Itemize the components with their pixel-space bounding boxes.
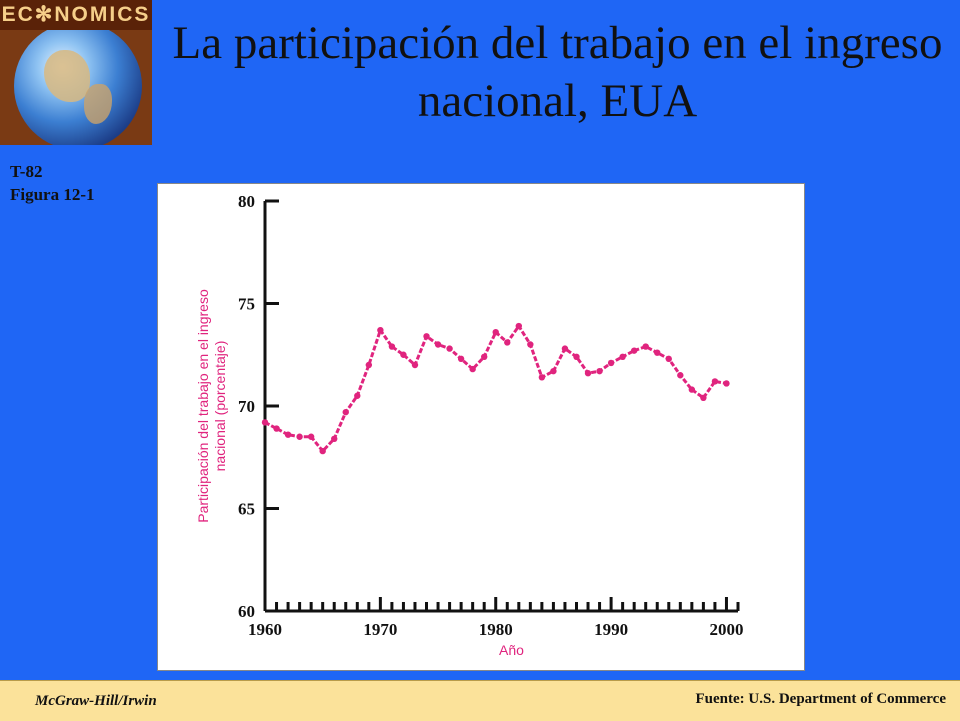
data-point — [469, 365, 476, 373]
chart-panel: 60 65 70 75 80 1960 1970 1980 1990 2000 Año Partici… — [157, 183, 805, 671]
x-axis-label: Año — [499, 642, 524, 658]
source-label: Fuente: U.S. Department of Commerce — [695, 691, 946, 707]
x-tick-label: 1960 — [248, 620, 282, 639]
data-point — [630, 347, 638, 354]
globe-landmass — [84, 84, 112, 124]
data-point — [642, 343, 649, 350]
data-point — [711, 378, 719, 385]
data-point — [400, 351, 407, 358]
data-point — [331, 435, 338, 442]
data-point — [677, 372, 684, 379]
data-point — [377, 326, 384, 334]
data-point — [492, 329, 499, 336]
x-tick-label: 2000 — [709, 620, 743, 639]
data-point — [446, 345, 453, 352]
publisher-label: McGraw-Hill/Irwin — [35, 693, 157, 709]
slide-title: La participación del trabajo en el ingre… — [172, 17, 943, 127]
x-tick-label: 1990 — [594, 620, 628, 639]
data-point — [342, 408, 349, 416]
data-point — [688, 386, 696, 393]
data-point — [480, 353, 488, 360]
data-point — [550, 367, 557, 375]
data-point — [365, 361, 373, 369]
data-point — [561, 345, 569, 352]
data-point — [619, 353, 626, 360]
data-point — [296, 433, 303, 440]
x-tick-label: 1980 — [479, 620, 513, 639]
data-point — [423, 333, 430, 340]
data-point — [527, 341, 534, 348]
data-point — [307, 433, 315, 440]
data-point — [457, 355, 465, 363]
data-point — [584, 370, 592, 377]
y-axis-label: Participación del trabajo en el ingreson… — [195, 289, 228, 523]
data-point — [273, 425, 280, 432]
data-point — [354, 392, 361, 399]
x-tick-label: 1970 — [363, 620, 397, 639]
footer-bar: McGraw-Hill/Irwin Fuente: U.S. Departmen… — [0, 680, 960, 721]
data-point — [515, 322, 523, 330]
y-tick-label: 60 — [238, 602, 255, 621]
y-tick-label: 70 — [238, 397, 255, 416]
line-chart: 60 65 70 75 80 1960 1970 1980 1990 2000 Año Partici… — [195, 192, 743, 658]
data-point — [538, 374, 546, 381]
figure-label: T-82 Figura 12-1 — [10, 160, 95, 206]
data-point — [573, 353, 580, 360]
data-point — [261, 419, 269, 426]
data-point — [723, 380, 730, 387]
data-point — [665, 355, 672, 363]
data-point — [434, 341, 442, 348]
data-point — [319, 447, 326, 455]
data-point — [411, 361, 419, 369]
y-tick-label: 80 — [238, 192, 255, 211]
data-point — [596, 367, 603, 375]
figure-number: Figura 12-1 — [10, 185, 95, 204]
y-tick-label: 75 — [238, 295, 255, 314]
globe-landmass — [44, 50, 90, 102]
globe-icon — [14, 22, 142, 145]
series-line — [264, 323, 727, 454]
data-point — [607, 359, 615, 367]
logo-wordmark: EC✻NOMICS — [0, 0, 152, 30]
data-point — [388, 343, 396, 350]
data-point — [284, 431, 292, 438]
data-point — [504, 339, 511, 346]
slide-number: T-82 — [10, 162, 43, 181]
y-tick-label: 65 — [238, 500, 255, 519]
data-point — [654, 349, 661, 356]
economics-logo: EC✻NOMICS — [0, 0, 152, 145]
data-point — [700, 394, 707, 401]
